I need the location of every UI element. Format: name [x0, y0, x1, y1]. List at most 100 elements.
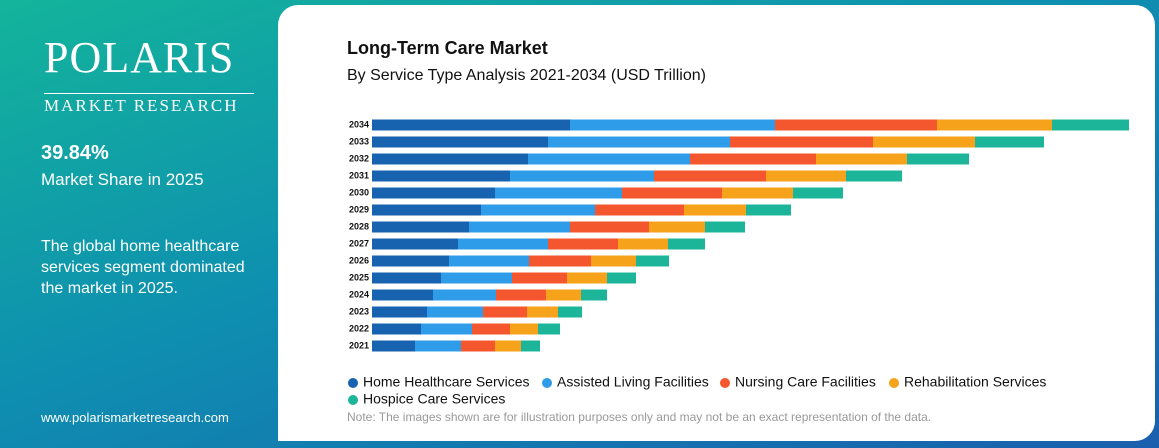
bar-segment: [618, 238, 668, 250]
bar-segment: [461, 340, 495, 352]
chart-subtitle: By Service Type Analysis 2021-2034 (USD …: [347, 67, 706, 84]
bar-segment: [690, 153, 816, 165]
bar-segment: [512, 272, 567, 284]
bar-segment: [846, 170, 902, 182]
bar-segment: [372, 153, 528, 165]
y-tick-label: 2024: [349, 289, 369, 299]
legend-marker: [348, 395, 358, 405]
bar-segment: [469, 221, 570, 233]
url: www.polarismarketresearch.com: [41, 410, 229, 425]
bar-segment: [654, 170, 766, 182]
bar-segment: [546, 289, 581, 301]
bar-segment: [458, 238, 548, 250]
bar-segment: [449, 255, 529, 267]
bar-segment: [372, 119, 570, 131]
bar-segment: [622, 187, 722, 199]
y-tick-label: 2032: [349, 153, 369, 163]
legend-label: Home Healthcare Services: [363, 374, 530, 390]
bar-segment: [705, 221, 745, 233]
bar-segment: [372, 289, 433, 301]
bar-segment: [510, 323, 538, 335]
bar-segment: [372, 204, 481, 216]
bar-segment: [722, 187, 793, 199]
bar-segment: [907, 153, 969, 165]
bar-segment: [421, 323, 472, 335]
stat-value: 39.84%: [41, 142, 109, 164]
legend-marker: [348, 378, 358, 388]
summary: The global home healthcare services segm…: [41, 238, 245, 297]
bar-segment: [775, 119, 937, 131]
bar-segment: [607, 272, 636, 284]
bar-segment: [372, 136, 548, 148]
y-tick-label: 2030: [349, 187, 369, 197]
bar-segment: [548, 238, 618, 250]
legend-label: Hospice Care Services: [363, 391, 505, 407]
bar-segment: [372, 187, 495, 199]
bar-segment: [816, 153, 907, 165]
bar-segment: [636, 255, 669, 267]
bar-segment: [372, 170, 510, 182]
bar-segment: [415, 340, 461, 352]
bar-segment: [570, 221, 649, 233]
logo: POLARIS: [44, 33, 235, 82]
bar-segment: [538, 323, 560, 335]
bar-segment: [521, 340, 540, 352]
y-tick-label: 2034: [349, 119, 369, 129]
bar-segment: [793, 187, 843, 199]
bar-segment: [495, 340, 521, 352]
y-tick-label: 2026: [349, 255, 369, 265]
bar-segment: [570, 119, 775, 131]
legend-marker: [720, 378, 730, 388]
bar-segment: [528, 153, 690, 165]
bar-segment: [372, 272, 441, 284]
y-tick-label: 2025: [349, 272, 369, 282]
bar-segment: [668, 238, 705, 250]
bar-segment: [558, 306, 582, 318]
bar-segment: [472, 323, 510, 335]
bar-segment: [766, 170, 846, 182]
bar-segment: [873, 136, 975, 148]
bar-segment: [595, 204, 684, 216]
y-tick-label: 2027: [349, 238, 369, 248]
y-tick-label: 2029: [349, 204, 369, 214]
bar-segment: [481, 204, 595, 216]
bar-segment: [684, 204, 746, 216]
y-tick-label: 2031: [349, 170, 369, 180]
bar-segment: [746, 204, 791, 216]
bar-segment: [937, 119, 1052, 131]
bar-segment: [591, 255, 636, 267]
bar-segment: [496, 289, 546, 301]
bar-segment: [441, 272, 512, 284]
y-tick-label: 2021: [349, 340, 369, 350]
legend-label: Rehabilitation Services: [904, 374, 1046, 390]
bar-segment: [372, 340, 415, 352]
legend-label: Assisted Living Facilities: [557, 374, 709, 390]
y-tick-label: 2033: [349, 136, 369, 146]
bar-segment: [730, 136, 873, 148]
bar-segment: [1052, 119, 1129, 131]
bar-segment: [372, 255, 449, 267]
bar-segment: [510, 170, 654, 182]
bar-segment: [427, 306, 483, 318]
bar-segment: [483, 306, 527, 318]
bar-segment: [529, 255, 591, 267]
bar-segment: [372, 323, 421, 335]
chart-title: Long-Term Care Market: [347, 38, 548, 58]
bar-segment: [372, 221, 469, 233]
bar-segment: [372, 238, 458, 250]
bar-segment: [372, 306, 427, 318]
bar-segment: [581, 289, 607, 301]
y-tick-label: 2023: [349, 306, 369, 316]
stat-label: Market Share in 2025: [41, 170, 204, 189]
bar-segment: [975, 136, 1044, 148]
bar-segment: [567, 272, 607, 284]
y-tick-label: 2022: [349, 323, 369, 333]
y-tick-label: 2028: [349, 221, 369, 231]
bar-segment: [548, 136, 730, 148]
bar-segment: [527, 306, 558, 318]
legend-label: Nursing Care Facilities: [735, 374, 876, 390]
legend-marker: [542, 378, 552, 388]
sidebar: POLARIS MARKET RESEARCH 39.84% Market Sh…: [0, 0, 278, 448]
